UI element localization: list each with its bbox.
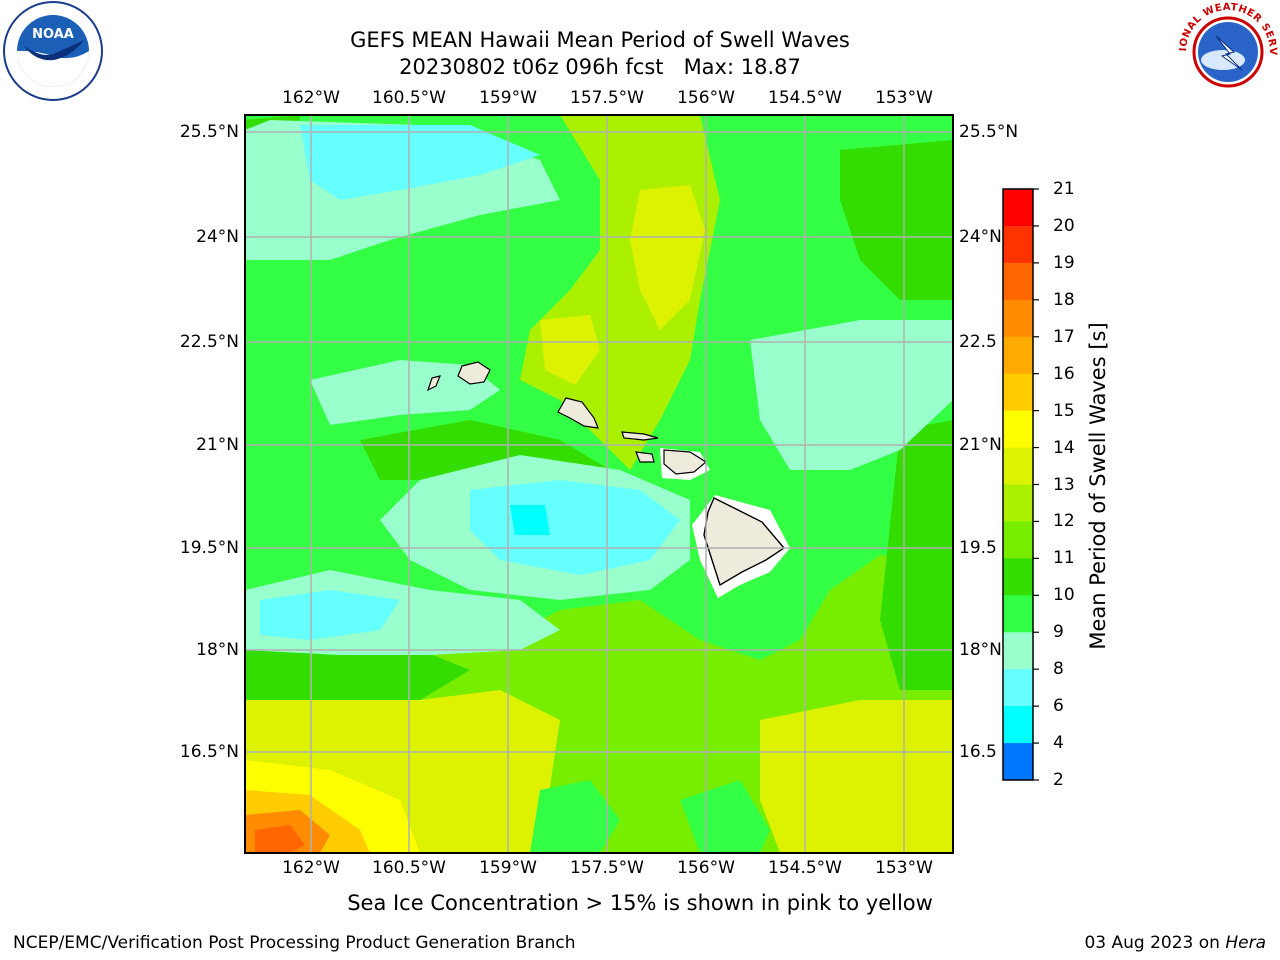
lon-label-bottom-3: 157.5°W — [570, 858, 644, 878]
lon-label-bottom-1: 160.5°W — [372, 858, 446, 878]
colorbar-band-15 — [1003, 743, 1033, 781]
lat-label-right-2: 22.5 — [959, 332, 997, 352]
colorbar-title: Mean Period of Swell Waves [s] — [1086, 322, 1110, 650]
lat-label-left-6: 16.5°N — [179, 742, 239, 762]
lon-label-bottom-5: 154.5°W — [768, 858, 842, 878]
colorbar-label-3: 18 — [1053, 289, 1075, 310]
colorbar-label-2: 19 — [1053, 252, 1075, 273]
field-orangered-core — [255, 825, 305, 853]
colorbar-band-6 — [1003, 410, 1033, 449]
niihau — [426, 375, 441, 392]
field-cyan-spot — [510, 505, 550, 535]
colorbar-label-5: 16 — [1053, 363, 1075, 384]
footer-date: 03 Aug 2023 on Hera — [1084, 933, 1266, 953]
lat-label-right-6: 16.5 — [959, 742, 997, 762]
field-palecyan-west — [310, 360, 500, 425]
lon-label-top-2: 159°W — [479, 88, 537, 108]
colorbar-band-4 — [1003, 336, 1033, 375]
footer-machine: Hera — [1225, 933, 1266, 953]
field-yellow-core-2 — [540, 315, 600, 385]
lon-label-top-0: 162°W — [282, 88, 340, 108]
colorbar-band-13 — [1003, 669, 1033, 707]
colorbar-band-14 — [1003, 706, 1033, 744]
colorbar-band-2 — [1003, 262, 1033, 301]
colorbar-label-9: 12 — [1053, 511, 1075, 532]
colorbar-label-13: 8 — [1053, 659, 1064, 680]
colorbar — [1002, 188, 1039, 781]
lanai — [635, 451, 655, 463]
colorbar-band-8 — [1003, 484, 1033, 522]
colorbar-label-15: 4 — [1053, 733, 1064, 754]
noaa-logo: NOAA — [3, 1, 103, 101]
sea-ice-note: Sea Ice Concentration > 15% is shown in … — [0, 891, 1280, 915]
lon-label-top-5: 154.5°W — [768, 88, 842, 108]
colorbar-band-5 — [1003, 373, 1033, 412]
chart-subtitle-date: 20230802 t06z 096h fcst Max: 18.87 — [399, 55, 801, 79]
lon-label-bottom-0: 162°W — [282, 858, 340, 878]
lat-label-left-4: 19.5°N — [179, 538, 239, 558]
chart-title: GEFS MEAN Hawaii Mean Period of Swell Wa… — [350, 28, 850, 52]
colorbar-label-16: 2 — [1053, 770, 1064, 790]
lat-label-right-1: 24°N — [959, 227, 1002, 247]
lat-label-right-5: 18°N — [959, 640, 1002, 660]
colorbar-label-6: 15 — [1053, 400, 1075, 421]
lat-label-left-5: 18°N — [196, 640, 239, 660]
colorbar-label-10: 11 — [1053, 548, 1075, 569]
swell-period-field — [245, 115, 953, 853]
field-palecyan-east — [750, 320, 953, 470]
colorbar-band-7 — [1003, 447, 1033, 485]
colorbar-band-10 — [1003, 558, 1033, 596]
oahu — [557, 397, 599, 429]
footer-credit: NCEP/EMC/Verification Post Processing Pr… — [13, 933, 576, 953]
field-green-south-patch-2 — [680, 780, 770, 853]
colorbar-band-3 — [1003, 299, 1033, 338]
lat-label-left-2: 22.5°N — [179, 332, 239, 352]
field-dark-green-south-east — [880, 420, 953, 690]
colorbar-label-14: 6 — [1053, 696, 1064, 717]
noaa-logo-text: NOAA — [32, 27, 74, 42]
colorbar-label-12: 9 — [1053, 622, 1064, 643]
lon-label-top-4: 156°W — [677, 88, 735, 108]
lon-label-top-3: 157.5°W — [570, 88, 644, 108]
lat-label-right-3: 21°N — [959, 435, 1002, 455]
colorbar-label-11: 10 — [1053, 585, 1075, 606]
lat-label-right-4: 19.5 — [959, 538, 997, 558]
lon-label-bottom-4: 156°W — [677, 858, 735, 878]
colorbar-band-11 — [1003, 595, 1033, 633]
field-cyan-southwest — [260, 590, 400, 640]
field-cyan-central — [470, 480, 680, 575]
lat-label-left-1: 24°N — [196, 227, 239, 247]
colorbar-label-7: 14 — [1053, 437, 1075, 458]
lon-label-top-1: 160.5°W — [372, 88, 446, 108]
field-yellow-core — [630, 185, 705, 330]
colorbar-label-1: 20 — [1053, 215, 1075, 236]
lat-label-left-0: 25.5°N — [179, 122, 239, 142]
field-dark-green-east — [840, 140, 953, 300]
colorbar-label-0: 21 — [1053, 179, 1075, 199]
lon-label-bottom-6: 153°W — [875, 858, 933, 878]
colorbar-band-0 — [1003, 189, 1033, 227]
field-yellow-southeast — [760, 700, 953, 853]
footer-date-text: 03 Aug 2023 on — [1084, 933, 1220, 953]
map-frame — [244, 114, 954, 854]
colorbar-label-8: 13 — [1053, 474, 1075, 495]
grid-lines — [245, 115, 953, 853]
maui — [663, 449, 708, 475]
lat-label-right-0: 25.5°N — [959, 122, 1019, 142]
field-cyan-north — [300, 125, 540, 200]
colorbar-band-1 — [1003, 225, 1033, 264]
lon-label-top-6: 153°W — [875, 88, 933, 108]
sea-ice-note-text: Sea Ice Concentration > 15% is shown in … — [347, 891, 933, 915]
nws-logo: NATIONAL WEATHER SERVICE — [1176, 0, 1278, 102]
lat-label-left-3: 21°N — [196, 435, 239, 455]
colorbar-label-4: 17 — [1053, 326, 1075, 347]
molokai — [621, 431, 659, 441]
field-green-south-patch — [530, 780, 620, 853]
kauai — [457, 361, 491, 385]
colorbar-band-12 — [1003, 632, 1033, 670]
lon-label-bottom-2: 159°W — [479, 858, 537, 878]
colorbar-band-9 — [1003, 521, 1033, 559]
